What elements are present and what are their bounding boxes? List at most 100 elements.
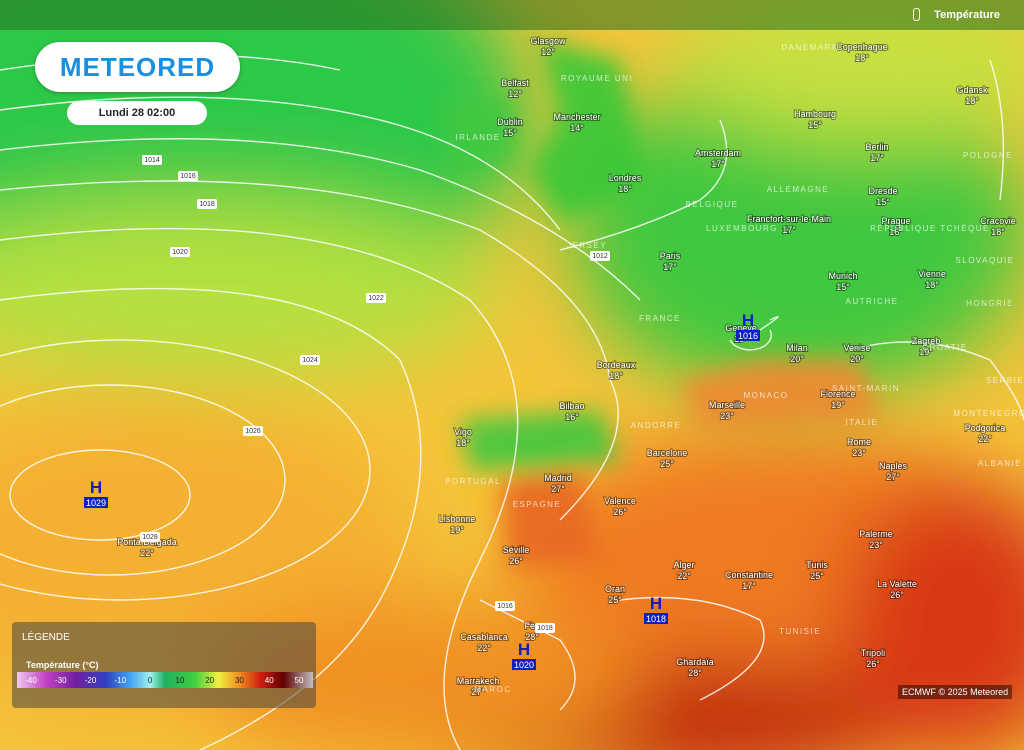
- city-temp: 18°: [618, 184, 632, 194]
- city-name: Bilbao: [559, 401, 584, 411]
- country-label: SERBIE: [986, 376, 1024, 385]
- pressure-symbol: H: [518, 640, 530, 659]
- city-temp: 25°: [660, 459, 674, 469]
- city-temp: 23°: [869, 540, 883, 550]
- legend-scale-title: Température (°C): [26, 660, 99, 670]
- city-temp: 22°: [978, 434, 992, 444]
- scale-label: 0: [148, 676, 153, 685]
- city-temp: 22°: [677, 571, 691, 581]
- city-name: Alger: [673, 560, 694, 570]
- isobar-tag: [197, 199, 217, 209]
- city-name: Francfort-sur-le-Main: [747, 214, 831, 224]
- city-temp: 25°: [608, 595, 622, 605]
- date-label: Lundi 28 02:00: [67, 101, 207, 125]
- isobar-tag: [140, 532, 160, 542]
- city-name: Bordeaux: [597, 360, 636, 370]
- city-name: Valence: [604, 496, 636, 506]
- city-name: Hambourg: [794, 109, 836, 119]
- city-name: Madrid: [544, 473, 572, 483]
- country-label: PORTUGAL: [445, 477, 501, 486]
- city-temp: 27°: [886, 472, 900, 482]
- city-name: Tunis: [806, 560, 828, 570]
- country-label: TUNISIE: [779, 627, 821, 636]
- city-temp: 22°: [140, 548, 154, 558]
- country-label: ALLEMAGNE: [767, 185, 829, 194]
- city-temp: 15°: [876, 197, 890, 207]
- city-name: Londres: [609, 173, 642, 183]
- city-temp: 12°: [541, 47, 555, 57]
- city-temp: 18°: [609, 371, 623, 381]
- city-temp: 19°: [919, 347, 933, 357]
- country-label: CROATIE: [922, 343, 967, 352]
- isobar-tag: [590, 251, 610, 261]
- city-temp: 16°: [565, 412, 579, 422]
- city-temp: 16°: [889, 227, 903, 237]
- country-label: MONTENEGRO: [953, 409, 1024, 418]
- scale-label: 40: [265, 676, 274, 685]
- country-label: RÉPUBLIQUE TCHÈQUE: [870, 224, 990, 233]
- city-name: Munich: [828, 271, 857, 281]
- city-name: Zagreb: [912, 336, 941, 346]
- isobar-label: 1020: [172, 249, 188, 256]
- isobar-tag: [495, 601, 515, 611]
- isobar-label: 1016: [180, 173, 196, 180]
- city-temp: 28°: [525, 632, 539, 642]
- city-name: Podgorica: [965, 423, 1006, 433]
- city-name: Constantine: [725, 570, 773, 580]
- city-name: Marseille: [709, 400, 745, 410]
- isobar-label: 1028: [142, 534, 158, 541]
- city-temp: 15°: [836, 282, 850, 292]
- isobar-tag: [178, 171, 198, 181]
- pressure-tag: [512, 659, 536, 670]
- city-temp: 17°: [711, 159, 725, 169]
- country-label: ESPAGNE: [513, 500, 562, 509]
- city-temp: 25°: [810, 571, 824, 581]
- city-temp: 17°: [742, 581, 756, 591]
- city-name: Prague: [881, 216, 910, 226]
- city-temp: 26°: [613, 507, 627, 517]
- logo[interactable]: METEORED: [35, 42, 240, 92]
- scale-label: -10: [115, 676, 127, 685]
- city-name: Dresde: [868, 186, 897, 196]
- city-temp: 28°: [688, 668, 702, 678]
- isobar-label: 1022: [368, 295, 384, 302]
- pressure-value: 1029: [86, 498, 106, 508]
- country-label: ITALIE: [846, 418, 879, 427]
- country-label: JERSEY: [567, 241, 607, 250]
- city-temp: 23°: [852, 448, 866, 458]
- country-label: MAROC: [474, 685, 511, 694]
- scale-label: 30: [235, 676, 244, 685]
- city-temp: 12°: [508, 89, 522, 99]
- pressure-tag: [644, 613, 668, 624]
- country-label: FRANCE: [639, 314, 681, 323]
- city-name: Belfast: [501, 78, 529, 88]
- isobar-tag: [535, 623, 555, 633]
- credit: ECMWF © 2025 Meteored: [898, 685, 1013, 699]
- city-temp: 18°: [855, 53, 869, 63]
- isobar-tag: [170, 247, 190, 257]
- scale-label: 10: [175, 676, 184, 685]
- city-name: Vienne: [918, 269, 946, 279]
- country-label: ROYAUME UNI: [561, 74, 633, 83]
- color-scale: -40 -30 -20 -10 0 10 20 30 40 50: [17, 672, 313, 688]
- city-name: La Valette: [877, 579, 917, 589]
- isobar-tag: [300, 355, 320, 365]
- city-name: Barcelone: [647, 448, 688, 458]
- country-label: ALBANIE: [978, 459, 1022, 468]
- scale-label: -30: [55, 676, 67, 685]
- city-temp: 18°: [991, 227, 1005, 237]
- country-label: ANDORRE: [631, 421, 682, 430]
- isobar-label: 1016: [497, 603, 513, 610]
- city-name: Marrakech: [457, 676, 500, 686]
- city-temp: 19°: [831, 400, 845, 410]
- pressure-symbol: H: [650, 594, 662, 613]
- city-temp: 15°: [503, 128, 517, 138]
- city-name: Lisbonne: [439, 514, 476, 524]
- legend: LÉGENDE Température (°C) -40 -30 -20 -10 0 10…: [12, 622, 316, 708]
- layer-name[interactable]: Température: [934, 9, 1000, 21]
- scale-label: -20: [85, 676, 97, 685]
- city-temp: 22°: [477, 643, 491, 653]
- city-name: Venise: [843, 343, 870, 353]
- city-temp: 27°: [471, 687, 485, 697]
